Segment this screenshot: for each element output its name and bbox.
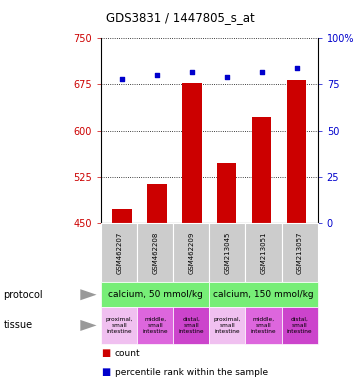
Text: proximal,
small
intestine: proximal, small intestine bbox=[105, 317, 133, 334]
Bar bbox=[182, 83, 201, 223]
Text: GSM213057: GSM213057 bbox=[297, 231, 303, 274]
Point bbox=[259, 68, 265, 74]
Bar bbox=[287, 80, 306, 223]
Text: ■: ■ bbox=[101, 348, 110, 358]
Text: GSM213051: GSM213051 bbox=[261, 231, 266, 274]
Text: GSM213045: GSM213045 bbox=[225, 231, 230, 274]
Text: count: count bbox=[115, 349, 140, 358]
Point bbox=[189, 68, 195, 74]
Text: GDS3831 / 1447805_s_at: GDS3831 / 1447805_s_at bbox=[106, 12, 255, 25]
Text: calcium, 50 mmol/kg: calcium, 50 mmol/kg bbox=[108, 290, 203, 299]
Bar bbox=[252, 117, 271, 223]
Text: GSM462207: GSM462207 bbox=[116, 231, 122, 274]
Bar bbox=[112, 209, 132, 223]
Bar bbox=[217, 162, 236, 223]
Text: tissue: tissue bbox=[4, 320, 33, 331]
Text: ■: ■ bbox=[101, 367, 110, 377]
Point bbox=[154, 72, 160, 78]
Text: middle,
small
intestine: middle, small intestine bbox=[143, 317, 168, 334]
Point bbox=[224, 74, 230, 80]
Text: proximal,
small
intestine: proximal, small intestine bbox=[214, 317, 241, 334]
Text: GSM462209: GSM462209 bbox=[188, 231, 194, 274]
Text: percentile rank within the sample: percentile rank within the sample bbox=[115, 368, 268, 377]
Point bbox=[294, 65, 300, 71]
Point bbox=[119, 76, 125, 82]
Text: distal,
small
intestine: distal, small intestine bbox=[179, 317, 204, 334]
Text: distal,
small
intestine: distal, small intestine bbox=[287, 317, 312, 334]
Text: calcium, 150 mmol/kg: calcium, 150 mmol/kg bbox=[213, 290, 314, 299]
Bar bbox=[147, 184, 166, 223]
Text: protocol: protocol bbox=[4, 290, 43, 300]
Polygon shape bbox=[80, 289, 97, 300]
Polygon shape bbox=[80, 320, 97, 331]
Text: GSM462208: GSM462208 bbox=[152, 231, 158, 274]
Text: middle,
small
intestine: middle, small intestine bbox=[251, 317, 276, 334]
